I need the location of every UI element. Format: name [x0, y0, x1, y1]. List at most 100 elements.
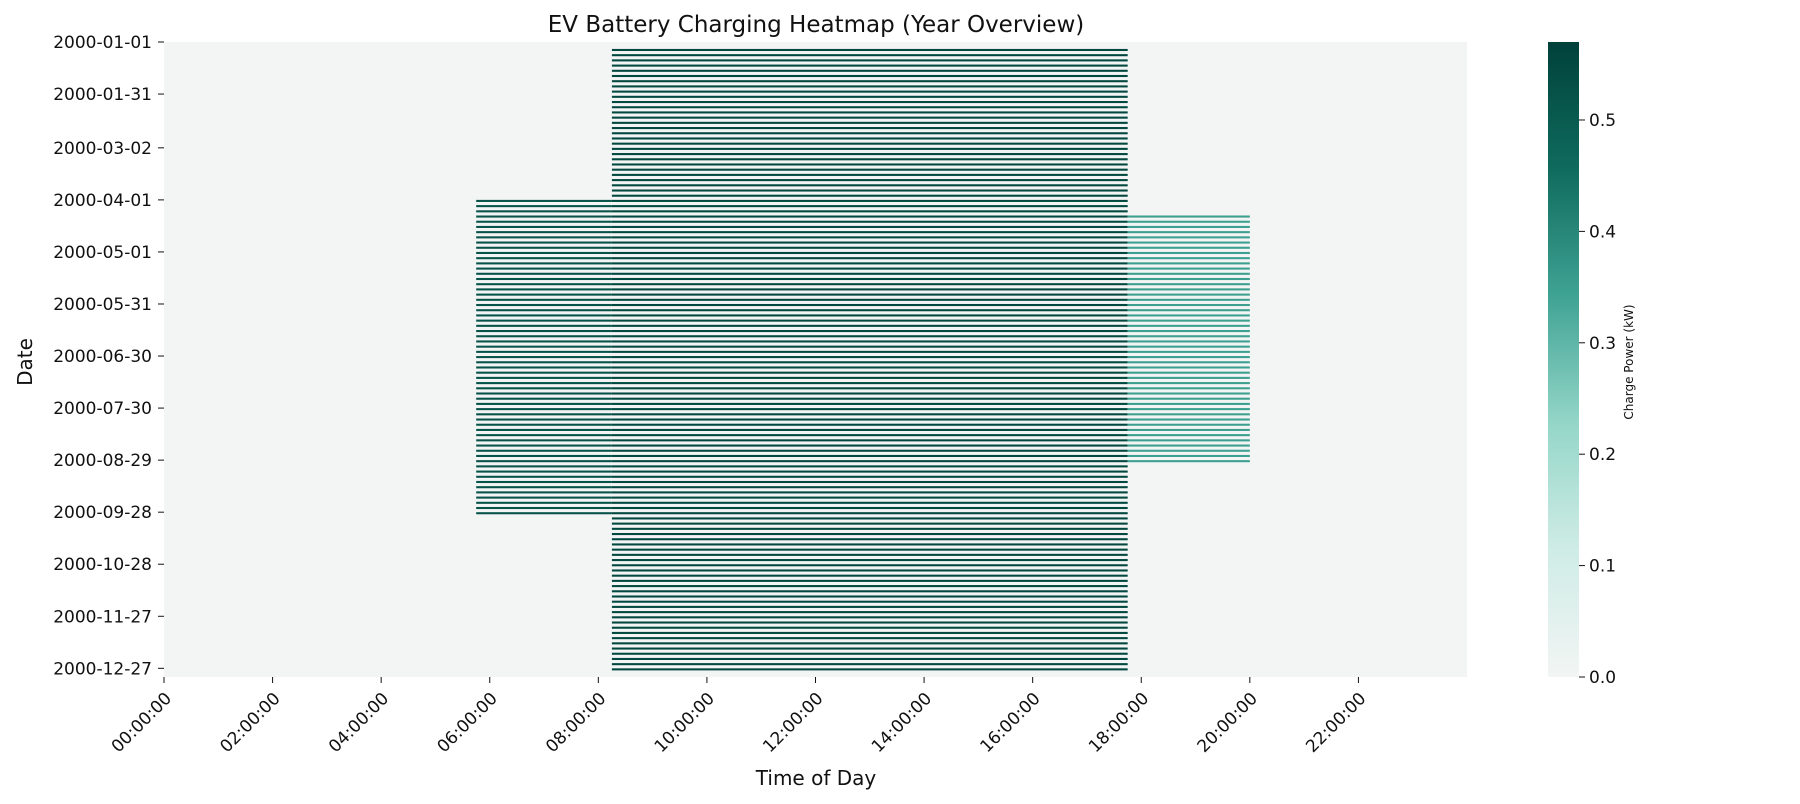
heatmap-cell-row — [611, 54, 1128, 57]
heatmap-cell-row — [1127, 330, 1250, 333]
heatmap-cell-row — [611, 376, 1128, 379]
heatmap-cell-row — [611, 241, 1128, 244]
heatmap-cell-row — [476, 444, 612, 447]
heatmap-cell-row — [476, 449, 612, 452]
heatmap-cell-row — [611, 210, 1128, 213]
heatmap-cell-row — [476, 361, 612, 364]
heatmap-cell-row — [611, 288, 1128, 291]
colorbar-tick-label: 0.1 — [1589, 557, 1616, 577]
heatmap-cell-row — [1127, 418, 1250, 421]
y-axis-label: Date — [13, 338, 37, 386]
colorbar-tick-label: 0.3 — [1589, 334, 1616, 354]
heatmap-cell-row — [611, 402, 1128, 405]
colorbar-tick-label: 0.0 — [1589, 668, 1616, 688]
heatmap-cell-row — [476, 480, 612, 484]
heatmap-cell-row — [1127, 345, 1250, 348]
heatmap-cell-row — [611, 147, 1128, 150]
heatmap-cell-row — [611, 574, 1128, 577]
heatmap-cell-row — [1127, 382, 1250, 385]
colorbar-tick-label: 0.5 — [1589, 111, 1616, 131]
heatmap-cell-row — [611, 621, 1128, 624]
heatmap-cell-row — [476, 272, 612, 275]
heatmap-cell-row — [611, 90, 1128, 93]
heatmap-cell-row — [1127, 246, 1250, 249]
heatmap-cell-row — [611, 69, 1128, 72]
heatmap-cell-row — [1127, 444, 1250, 447]
heatmap-cell-row — [611, 59, 1128, 62]
y-tick-label: 2000-05-01 — [53, 243, 152, 263]
heatmap-cell-row — [611, 225, 1128, 228]
x-tick-label: 04:00:00 — [325, 689, 393, 757]
heatmap-cell-row — [611, 153, 1128, 156]
heatmap-cell-row — [1127, 413, 1250, 416]
y-tick-label: 2000-10-28 — [53, 555, 152, 575]
heatmap-cell-row — [611, 465, 1128, 468]
heatmap-cell-row — [1127, 231, 1250, 234]
heatmap-cell-row — [611, 158, 1128, 161]
heatmap-cell-row — [611, 387, 1128, 390]
heatmap-cell-row — [611, 564, 1128, 567]
heatmap-cell-row — [611, 220, 1128, 223]
heatmap-cell-row — [1127, 423, 1250, 426]
y-tick-label: 2000-03-02 — [53, 139, 152, 159]
heatmap-cell-row — [611, 330, 1128, 333]
heatmap-cell-row — [1127, 309, 1250, 312]
heatmap-cell-row — [476, 434, 612, 437]
heatmap-cell-row — [611, 272, 1128, 275]
heatmap-cell-row — [611, 340, 1128, 343]
heatmap-cell-row — [1127, 460, 1250, 463]
heatmap-cell-row — [476, 350, 612, 353]
heatmap-cell-row — [611, 428, 1128, 431]
heatmap-cell-row — [476, 506, 612, 510]
y-tick-label: 2000-01-31 — [53, 85, 152, 105]
heatmap-cell-row — [611, 475, 1128, 478]
x-tick-label: 08:00:00 — [542, 689, 610, 757]
heatmap-cell-row — [611, 189, 1128, 192]
heatmap-cell-row — [611, 319, 1128, 322]
heatmap-cell-row — [476, 330, 612, 333]
heatmap-cell-row — [476, 210, 612, 213]
heatmap-cell-row — [611, 132, 1128, 135]
heatmap-cell-row — [611, 517, 1128, 520]
heatmap-cell-row — [611, 585, 1128, 588]
heatmap-cell-row — [476, 215, 612, 218]
heatmap-cell-row — [611, 366, 1128, 369]
heatmap-cell-row — [611, 283, 1128, 286]
heatmap-cell-row — [611, 611, 1128, 614]
heatmap-cell-row — [476, 397, 612, 400]
heatmap-cell-row — [611, 444, 1128, 447]
heatmap-cell-row — [611, 142, 1128, 145]
heatmap-cell-row — [611, 298, 1128, 301]
heatmap-cell-row — [611, 434, 1128, 437]
heatmap-cell-row — [611, 127, 1128, 130]
heatmap-cell-row — [476, 199, 612, 202]
heatmap-cell-row — [1127, 454, 1250, 458]
heatmap-cell-row — [1127, 335, 1250, 338]
heatmap-cell-row — [611, 64, 1128, 67]
heatmap-cell-row — [611, 543, 1128, 546]
heatmap-cell-row — [476, 392, 612, 395]
heatmap-cell-row — [1127, 277, 1250, 281]
heatmap-cell-row — [611, 423, 1128, 426]
heatmap-cell-row — [476, 319, 612, 322]
heatmap-cell-row — [476, 236, 612, 239]
heatmap-cell-row — [1127, 262, 1250, 265]
heatmap-cell-row — [611, 121, 1128, 124]
heatmap-cell-row — [611, 231, 1128, 234]
heatmap-cell-row — [611, 277, 1128, 281]
y-tick-label: 2000-11-27 — [53, 607, 152, 627]
heatmap-cell-row — [611, 626, 1128, 629]
heatmap-cell-row — [611, 173, 1128, 176]
y-tick-label: 2000-07-30 — [53, 399, 152, 419]
heatmap-cell-row — [1127, 397, 1250, 400]
heatmap-cell-row — [476, 246, 612, 249]
heatmap-cell-row — [476, 205, 612, 208]
heatmap-cell-row — [611, 595, 1128, 598]
heatmap-cell-row — [611, 80, 1128, 83]
heatmap-cell-row — [1127, 376, 1250, 379]
heatmap-cell-row — [1127, 387, 1250, 390]
colorbar — [1548, 42, 1579, 677]
heatmap-cell-row — [476, 382, 612, 385]
heatmap-cell-row — [476, 428, 612, 431]
